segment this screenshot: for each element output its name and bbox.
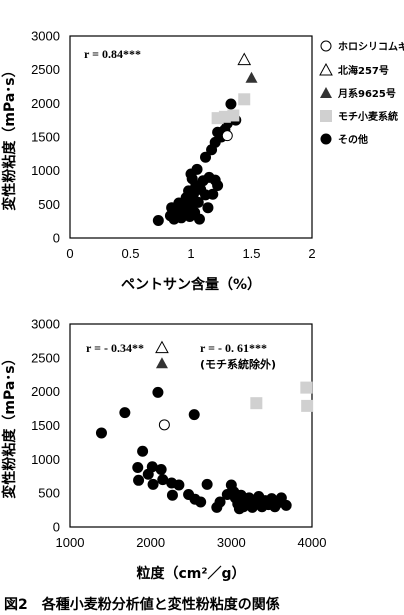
data-point <box>173 479 185 491</box>
data-point <box>201 478 213 490</box>
data-point <box>200 151 212 163</box>
correlation-annotation-all: r = - 0.34** <box>86 341 144 355</box>
data-point <box>192 196 204 208</box>
data-point <box>155 463 167 475</box>
correlation-annotation-excluded: r = - 0. 61*** <box>200 341 267 355</box>
plot-area-frame <box>69 35 313 239</box>
y-tick-label: 1500 <box>31 418 60 433</box>
data-point <box>250 397 263 410</box>
data-point <box>301 399 314 412</box>
legend-marker <box>319 62 333 76</box>
data-point <box>202 202 214 214</box>
legend-entry-label: その他 <box>338 133 368 146</box>
data-point <box>193 213 205 225</box>
data-point <box>137 445 149 457</box>
x-tick-label: 1 <box>187 246 194 261</box>
data-point <box>195 496 207 508</box>
chart-granularity: 0 500 1000 1500 2000 2500 3000 1000 2000 3000 400… <box>1 317 326 583</box>
figure-caption: 図2 各種小麦粉分析値と変性粉粘度の関係 <box>4 597 280 613</box>
data-point <box>155 340 169 354</box>
data-point <box>152 386 164 398</box>
y-axis-label: 変性粉粘度（mPa･s） <box>1 63 18 210</box>
y-tick-label: 1000 <box>31 163 60 178</box>
data-point <box>245 71 258 83</box>
legend-entry-label: 北海257号 <box>338 64 389 77</box>
data-point <box>147 478 159 490</box>
y-tick-label: 500 <box>38 197 60 212</box>
legend-marker <box>320 110 332 122</box>
data-point <box>166 489 178 501</box>
legend-entry-label: 月系9625号 <box>337 87 396 100</box>
legend-entry-label: モチ小麦系統 <box>338 110 398 123</box>
y-tick-label: 0 <box>53 520 60 535</box>
legend-entry-label: ホロシリコムギ <box>338 40 404 53</box>
y-tick-label: 500 <box>38 486 60 501</box>
data-point <box>158 419 170 431</box>
y-tick-labels: 0 500 1000 1500 2000 2500 3000 <box>31 29 60 246</box>
y-tick-label: 1000 <box>31 452 60 467</box>
y-tick-label: 2500 <box>31 350 60 365</box>
data-point <box>237 52 252 66</box>
x-tick-label: 2000 <box>136 535 165 550</box>
data-point <box>132 461 144 473</box>
y-tick-label: 1500 <box>31 130 60 145</box>
data-point <box>188 409 200 421</box>
y-tick-labels: 0 500 1000 1500 2000 2500 3000 <box>31 317 60 535</box>
data-point <box>212 179 224 191</box>
x-axis-label: 粒度（cm²／g） <box>136 565 245 582</box>
exclusion-note: (モチ系統除外) <box>200 357 276 371</box>
chart-pentosan: 0 500 1000 1500 2000 2500 3000 0 0.5 1 1.5 2 r = 0… <box>1 29 404 294</box>
y-tick-label: 2500 <box>31 62 60 77</box>
y-tick-label: 3000 <box>31 29 60 44</box>
y-axis-label: 変性粉粘度（mPa･s） <box>1 351 18 498</box>
chart-marks <box>95 340 314 515</box>
x-tick-labels: 1000 2000 3000 4000 <box>56 535 327 550</box>
x-tick-label: 0 <box>66 246 73 261</box>
data-point <box>95 427 107 439</box>
data-point <box>238 93 251 106</box>
data-point <box>221 130 233 142</box>
x-tick-label: 1000 <box>56 535 85 550</box>
plot-area-frame <box>69 323 313 528</box>
data-point <box>207 188 219 200</box>
x-tick-label: 0.5 <box>121 246 139 261</box>
data-point <box>157 474 169 486</box>
y-tick-label: 3000 <box>31 317 60 332</box>
data-point <box>280 499 292 511</box>
y-tick-label: 2000 <box>31 384 60 399</box>
x-tick-label: 2 <box>308 246 315 261</box>
y-tick-label: 0 <box>53 231 60 246</box>
x-tick-label: 3000 <box>217 535 246 550</box>
legend-marker <box>320 87 332 98</box>
x-axis-label: ペントサン含量（%） <box>121 276 261 293</box>
data-point <box>227 109 240 122</box>
data-point <box>155 357 168 369</box>
x-tick-labels: 0 0.5 1 1.5 2 <box>66 246 315 261</box>
data-point <box>233 503 245 515</box>
chart-marks <box>152 52 258 226</box>
data-point <box>300 381 313 394</box>
data-point <box>142 468 154 480</box>
legend-marker <box>320 133 332 145</box>
x-tick-label: 4000 <box>298 535 327 550</box>
x-tick-label: 1.5 <box>242 246 260 261</box>
data-point <box>211 501 223 513</box>
data-point <box>152 214 164 226</box>
y-tick-label: 2000 <box>31 96 60 111</box>
data-point <box>133 474 145 486</box>
data-point <box>185 168 197 180</box>
data-point <box>225 98 237 110</box>
correlation-annotation: r = 0.84*** <box>84 47 141 61</box>
legend-marker <box>320 40 332 52</box>
data-point <box>119 407 131 419</box>
